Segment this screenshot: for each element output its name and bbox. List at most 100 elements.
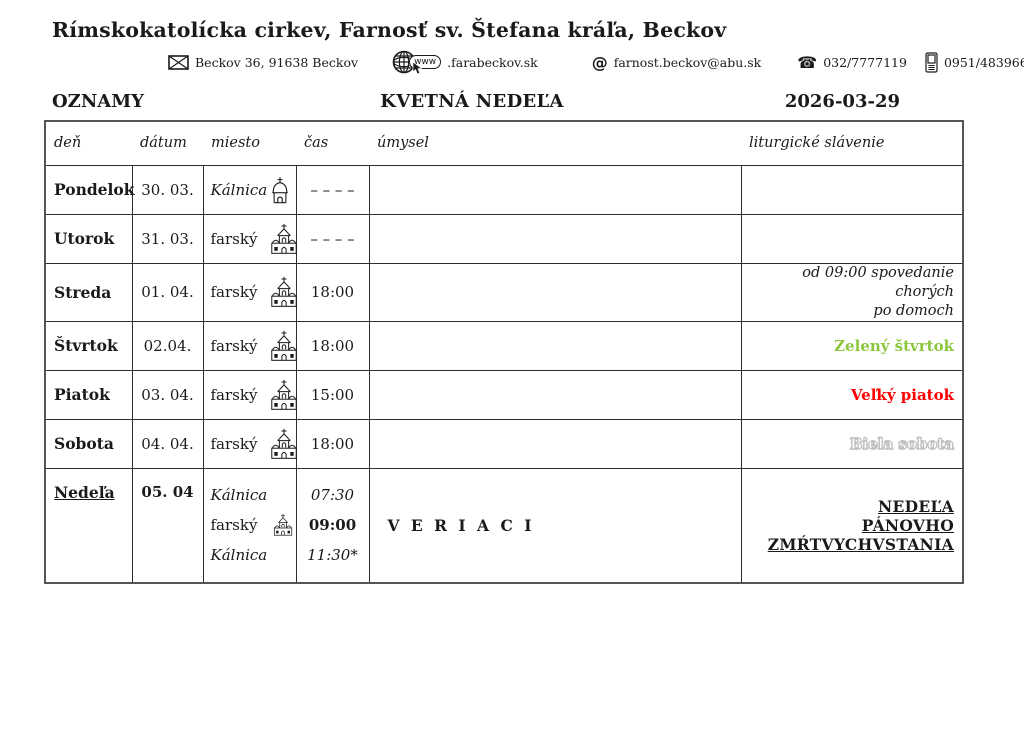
- table-row-stvrtok: Štvrtok 02.04. farský: [44, 320, 964, 371]
- day-label: Nedeľa: [54, 482, 115, 502]
- chapel-icon: [272, 176, 288, 203]
- time-cell: – – – –: [295, 164, 370, 215]
- cursor-icon: [412, 62, 423, 75]
- date-cell: 30. 03.: [131, 164, 204, 215]
- phone-text: 032/7777119: [823, 54, 907, 70]
- date-heading: 2026-03-29: [784, 91, 900, 112]
- contact-mobile: 0951/483966: [925, 51, 1024, 73]
- church-icon: [271, 330, 298, 361]
- day-cell: Utorok: [44, 213, 133, 264]
- time-cell: 15:00: [295, 369, 370, 420]
- envelope-icon: [168, 54, 189, 70]
- col-header-den: deň: [45, 120, 132, 166]
- page-title: Rímskokatolícka cirkev, Farnosť sv. Štef…: [52, 18, 727, 42]
- col-header-cas: čas: [296, 120, 369, 166]
- intention-cell: [368, 369, 742, 420]
- liturgy-cell: Biela sobota: [740, 418, 964, 469]
- col-header-datum: dátum: [132, 120, 203, 166]
- intention-cell: [368, 262, 742, 322]
- contact-email: @ farnost.beckov@abu.sk: [592, 53, 762, 72]
- time-cell: 18:00: [295, 320, 370, 371]
- liturgy-cell: Zelený štvrtok: [740, 320, 964, 371]
- time-cell: 18:00: [295, 418, 370, 469]
- liturgy-line: NEDEĽA: [878, 496, 954, 516]
- place-label: farský: [210, 229, 258, 248]
- date-cell: 05. 04: [131, 467, 204, 584]
- col-header-liturgia: liturgické slávenie: [741, 120, 963, 166]
- liturgy-note-line: po domoch: [873, 302, 954, 319]
- email-text: farnost.beckov@abu.sk: [613, 54, 762, 70]
- contact-phone: ☎ 032/7777119: [797, 53, 907, 72]
- place-label: Kálnica: [210, 546, 268, 565]
- liturgy-green-thursday: Zelený štvrtok: [834, 336, 954, 355]
- day-cell: Sobota: [44, 418, 133, 469]
- place-label: Kálnica: [210, 180, 268, 199]
- address-text: Beckov 36, 91638 Beckov: [195, 54, 359, 70]
- liturgy-cell: [740, 164, 964, 215]
- day-cell: Pondelok: [44, 164, 135, 215]
- schedule-table: deň dátum miesto čas úmysel liturgické s…: [44, 120, 964, 584]
- date-cell: 04. 04.: [131, 418, 204, 469]
- intention-cell: V E R I A C I: [368, 467, 742, 584]
- intention-cell: [368, 418, 742, 469]
- table-row-streda: Streda 01. 04. farský: [44, 262, 964, 322]
- place-label: farský: [210, 385, 258, 404]
- time-cell: – – – –: [295, 213, 370, 264]
- place-label: Kálnica: [210, 486, 268, 505]
- place-cell: farský: [202, 418, 298, 469]
- date-cell: 03. 04.: [131, 369, 204, 420]
- day-cell: Piatok: [44, 369, 133, 420]
- liturgy-note-line: od 09:00 spovedanie chorých: [802, 264, 954, 300]
- time-cell: 18:00: [295, 262, 370, 322]
- church-icon: [271, 276, 298, 307]
- title-bar: OZNAMY KVETNÁ NEDEĽA 2026-03-29: [0, 91, 1024, 112]
- globe-icon: www: [392, 50, 442, 75]
- contact-row: Beckov 36, 91638 Beckov www .farabeckov.…: [168, 50, 1024, 75]
- mass-time: 07:30: [310, 486, 355, 505]
- place-label: farský: [210, 516, 258, 535]
- church-icon: [271, 428, 298, 459]
- table-row-utorok: Utorok 31. 03. farský: [44, 213, 964, 264]
- liturgy-easter-sunday: NEDEĽA PÁNOVHO ZMŔTVYCHVSTANIA: [742, 497, 955, 554]
- table-row-sobota: Sobota 04. 04. farský: [44, 418, 964, 469]
- liturgy-holy-saturday: Biela sobota: [849, 434, 954, 453]
- telephone-icon: ☎: [797, 52, 818, 72]
- col-header-umysel: úmysel: [369, 120, 741, 166]
- intention-cell: [368, 213, 742, 264]
- table-row-pondelok: Pondelok 30. 03. Kálnica – – – –: [44, 164, 964, 215]
- oznamy-heading: OZNAMY: [52, 91, 145, 112]
- liturgy-cell: [740, 213, 964, 264]
- table-row-nedela: Nedeľa 05. 04 Kálnica farský: [44, 467, 964, 584]
- liturgy-cell: od 09:00 spovedanie chorých po domoch: [740, 262, 964, 322]
- place-label: farský: [210, 283, 258, 301]
- place-cell: farský: [202, 262, 298, 322]
- church-icon: [271, 223, 298, 254]
- intention-cell: [368, 164, 742, 215]
- day-cell: Štvrtok: [44, 320, 133, 371]
- place-cell: farský: [202, 369, 298, 420]
- date-cell: 01. 04.: [131, 262, 204, 322]
- place-label: farský: [210, 434, 258, 453]
- church-icon: [271, 379, 298, 410]
- contact-website: www .farabeckov.sk: [392, 50, 538, 75]
- date-cell: 31. 03.: [131, 213, 204, 264]
- cellphone-icon: [925, 51, 938, 73]
- announcement-sheet: Rímskokatolícka cirkev, Farnosť sv. Štef…: [0, 18, 1024, 742]
- at-icon: @: [591, 52, 608, 72]
- col-header-miesto: miesto: [203, 120, 296, 166]
- liturgy-line: PÁNOVHO: [861, 515, 954, 535]
- table-header-row: deň dátum miesto čas úmysel liturgické s…: [45, 120, 963, 166]
- mass-time: 09:00: [308, 516, 357, 535]
- place-cell: Kálnica farský: [202, 467, 297, 584]
- liturgy-cell: Veľký piatok: [740, 369, 964, 420]
- mass-time: 11:30*: [307, 546, 358, 565]
- day-cell: Streda: [44, 262, 133, 322]
- day-cell: Nedeľa: [44, 467, 133, 584]
- contact-address: Beckov 36, 91638 Beckov: [168, 55, 358, 70]
- church-icon: [274, 514, 293, 536]
- liturgy-line: ZMŔTVYCHVSTANIA: [767, 534, 954, 554]
- place-cell: Kálnica: [202, 164, 297, 215]
- liturgy-cell: NEDEĽA PÁNOVHO ZMŔTVYCHVSTANIA: [740, 467, 964, 584]
- table-row-piatok: Piatok 03. 04. farský: [44, 369, 964, 420]
- time-cell: 07:30 09:00 11:30*: [295, 467, 370, 584]
